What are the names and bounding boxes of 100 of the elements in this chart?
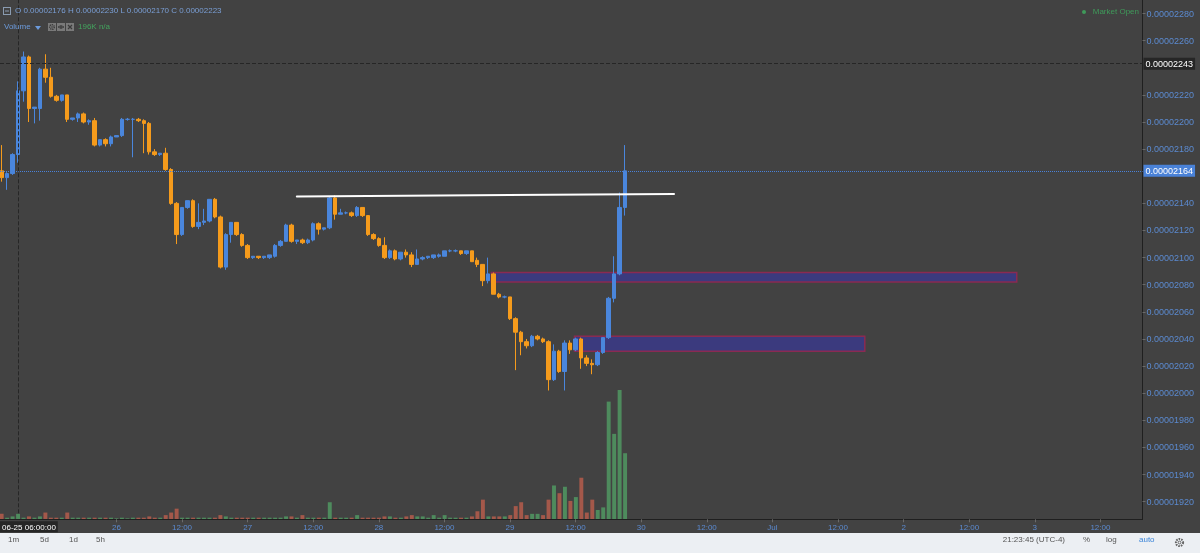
annotation: O 0.00002176 H 0.00002230 L 0.00002170 C 0.00002223: [15, 6, 222, 16]
candlestick: [27, 55, 31, 123]
y-tick-label: 0.00002000: [1146, 388, 1195, 399]
text: 21:23:45 (UTC-4): [1002, 535, 1065, 545]
candlestick: [459, 250, 463, 256]
y-tick-label: 0.00002060: [1146, 306, 1195, 317]
x-tick-label: 27: [243, 522, 253, 532]
candlestick: [333, 194, 337, 221]
ref-line-label: 0.00002243: [1145, 58, 1194, 69]
bar: [579, 477, 584, 520]
bar: [174, 508, 179, 520]
candlestick: [568, 339, 572, 355]
candlestick: [98, 139, 102, 147]
candlestick: [316, 221, 321, 236]
candlestick: [289, 223, 294, 244]
text: %: [1083, 535, 1091, 545]
y-tick-label: 0.00002280: [1146, 8, 1195, 19]
bar: [502, 516, 507, 520]
candlestick: [393, 248, 397, 261]
candlestick: [464, 250, 469, 256]
ref-line-label: 06-25 06:00:00: [2, 522, 57, 532]
bar: [300, 515, 305, 520]
candlestick: [557, 349, 561, 374]
y-tick-label: 0.00002040: [1146, 333, 1195, 344]
candlestick: [0, 144, 4, 183]
candlestick: [87, 118, 91, 126]
bar: [43, 512, 48, 520]
y-tick-label: 0.00002120: [1146, 225, 1195, 236]
bar: [289, 516, 294, 520]
bar: [535, 514, 540, 520]
ref-line-label: 0.00002164: [1145, 165, 1194, 176]
x-tick-label: 3: [1032, 522, 1038, 532]
candlestick: [355, 205, 359, 218]
candlestick: [60, 94, 64, 103]
candlestick: [191, 198, 195, 229]
candlestick: [103, 137, 108, 147]
x-tick-label: 29: [505, 522, 516, 532]
bar: [0, 514, 4, 520]
text: log: [1106, 535, 1117, 545]
bar: [355, 515, 360, 520]
y-tick-label: 0.00002220: [1146, 89, 1195, 100]
y-tick-label: 0.00002260: [1146, 35, 1195, 46]
annotation: Market Open: [1092, 7, 1139, 17]
candlestick: [158, 152, 162, 157]
text: auto: [1139, 535, 1155, 545]
x-tick-label: 30: [636, 522, 647, 532]
y-tick-label: 0.00002140: [1146, 198, 1195, 209]
x-tick-label: 26: [111, 522, 122, 532]
y-tick-label: 0.00001980: [1146, 415, 1195, 426]
candlestick: [300, 238, 305, 245]
candlestick: [398, 251, 403, 261]
candlestick: [530, 334, 534, 348]
bar: [37, 516, 42, 520]
bar: [27, 516, 31, 520]
bar: [486, 516, 491, 520]
x-tick-label: 2: [901, 522, 907, 532]
bar: [415, 516, 420, 520]
x-tick-label: 12:00: [303, 522, 324, 532]
candlestick: [573, 337, 578, 352]
text: 1d: [69, 535, 78, 545]
x-tick-label: 12:00: [172, 522, 193, 532]
bar: [552, 485, 556, 520]
annotation: 196K n/a: [78, 22, 111, 32]
bar: [387, 516, 392, 520]
annotation: Volume: [4, 22, 31, 32]
x-tick-label: 12:00: [696, 522, 718, 532]
bar: [480, 499, 485, 520]
y-tick-label: 0.00002020: [1146, 361, 1195, 372]
bar: [541, 515, 546, 520]
bar: [568, 501, 573, 520]
candlestick: [349, 211, 354, 218]
bar: [530, 514, 535, 520]
x-tick-label: 12:00: [1090, 522, 1111, 532]
candlestick: [92, 117, 97, 147]
y-tick-label: 0.00002100: [1146, 252, 1195, 263]
candlestick: [81, 112, 86, 124]
candlestick: [552, 343, 556, 382]
candlestick: [256, 255, 261, 260]
y-tick-label: 0.00001940: [1146, 469, 1195, 480]
candlestick: [251, 255, 255, 260]
candlestick: [562, 339, 567, 391]
candlestick: [65, 94, 69, 123]
bar: [404, 516, 409, 520]
x-tick-label: 12:00: [959, 522, 980, 532]
x-tick-label: 12:00: [565, 522, 587, 532]
x-tick-label: 12:00: [434, 522, 455, 532]
y-tick-label: 0.00001920: [1146, 496, 1195, 507]
candlestick: [131, 117, 135, 158]
text: 1m: [8, 535, 20, 545]
candlestick: [295, 239, 299, 245]
x-tick-label: Jul: [767, 522, 778, 532]
y-tick-label: 0.00002080: [1146, 279, 1195, 290]
x-tick-label: 12:00: [828, 522, 849, 532]
bar: [327, 502, 332, 520]
text: 5h: [96, 535, 105, 545]
candlestick: [486, 257, 490, 284]
bar: [562, 486, 567, 520]
bar: [65, 512, 70, 520]
y-tick-label: 0.00002180: [1146, 144, 1195, 155]
bar: [573, 497, 578, 520]
